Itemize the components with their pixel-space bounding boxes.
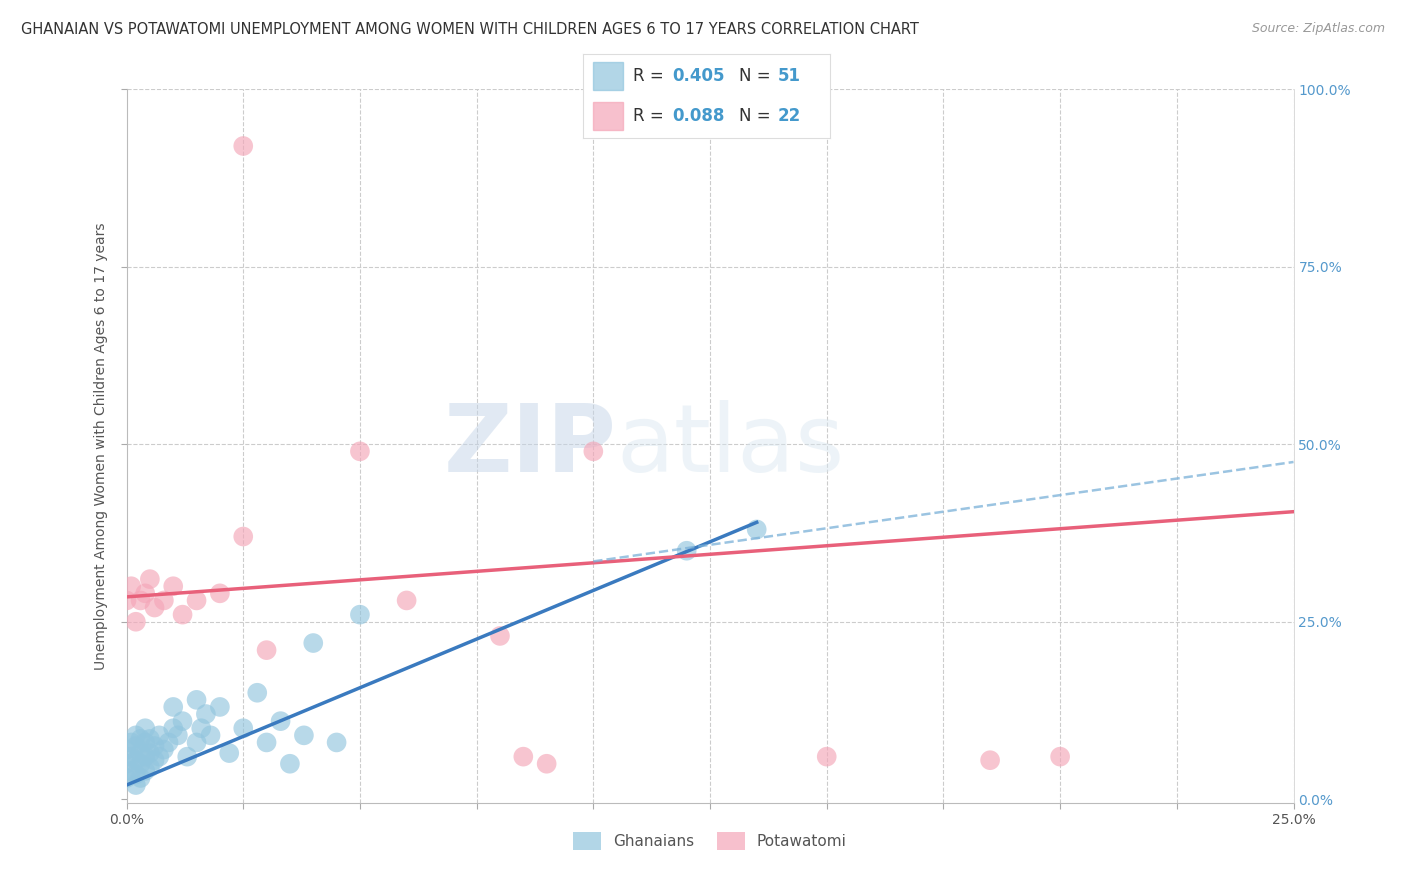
Point: [148, 749, 170, 764]
Legend: Ghanaians, Potawatomi: Ghanaians, Potawatomi: [567, 826, 853, 855]
Point: [302, 636, 325, 650]
Point: [139, 572, 162, 586]
Text: Source: ZipAtlas.com: Source: ZipAtlas.com: [1251, 22, 1385, 36]
Point: [162, 579, 184, 593]
Point: [134, 586, 156, 600]
Point: [172, 607, 194, 622]
Point: [129, 756, 152, 771]
Point: [167, 728, 190, 742]
Point: [582, 444, 605, 458]
Point: [139, 760, 162, 774]
Point: [186, 735, 208, 749]
Point: [125, 753, 148, 767]
Point: [200, 728, 222, 742]
Point: [115, 756, 138, 771]
Point: [139, 731, 162, 746]
Text: R =: R =: [633, 107, 669, 125]
Point: [162, 721, 184, 735]
Text: 0.088: 0.088: [672, 107, 724, 125]
Point: [125, 767, 148, 781]
Point: [125, 615, 148, 629]
Point: [129, 771, 152, 785]
Text: ZIP: ZIP: [444, 400, 617, 492]
Point: [512, 749, 534, 764]
Point: [232, 529, 254, 543]
Point: [157, 735, 180, 749]
Point: [172, 714, 194, 728]
Point: [194, 706, 217, 721]
Point: [115, 771, 138, 785]
Point: [143, 753, 166, 767]
Point: [536, 756, 558, 771]
Point: [208, 700, 231, 714]
Bar: [593, 102, 623, 130]
Text: GHANAIAN VS POTAWATOMI UNEMPLOYMENT AMONG WOMEN WITH CHILDREN AGES 6 TO 17 YEARS: GHANAIAN VS POTAWATOMI UNEMPLOYMENT AMON…: [21, 22, 920, 37]
Point: [120, 579, 142, 593]
Point: [120, 749, 142, 764]
Point: [148, 728, 170, 742]
Point: [349, 444, 371, 458]
Point: [120, 735, 142, 749]
Point: [270, 714, 292, 728]
Point: [325, 735, 347, 749]
Point: [190, 721, 212, 735]
Point: [218, 746, 240, 760]
Point: [675, 543, 697, 558]
Point: [162, 700, 184, 714]
Point: [232, 721, 254, 735]
Text: N =: N =: [738, 107, 775, 125]
Point: [186, 693, 208, 707]
Point: [153, 742, 176, 756]
Point: [1049, 749, 1071, 764]
Point: [208, 586, 231, 600]
Point: [278, 756, 301, 771]
Point: [143, 600, 166, 615]
Point: [256, 735, 278, 749]
Point: [395, 593, 418, 607]
Point: [153, 593, 176, 607]
Point: [232, 139, 254, 153]
Text: R =: R =: [633, 67, 669, 85]
Text: 51: 51: [778, 67, 801, 85]
Point: [256, 643, 278, 657]
Point: [143, 739, 166, 753]
Point: [139, 746, 162, 760]
Point: [186, 593, 208, 607]
Text: atlas: atlas: [617, 400, 845, 492]
Point: [129, 731, 152, 746]
Point: [246, 686, 269, 700]
Point: [134, 749, 156, 764]
Point: [134, 764, 156, 778]
Point: [115, 742, 138, 756]
Point: [115, 593, 138, 607]
Point: [489, 629, 512, 643]
Point: [134, 721, 156, 735]
Point: [129, 593, 152, 607]
Point: [349, 607, 371, 622]
Point: [176, 749, 198, 764]
Point: [120, 764, 142, 778]
Point: [745, 523, 768, 537]
Point: [134, 735, 156, 749]
Point: [125, 728, 148, 742]
Bar: [593, 62, 623, 90]
Point: [815, 749, 838, 764]
Text: 22: 22: [778, 107, 801, 125]
Text: 0.405: 0.405: [672, 67, 724, 85]
Y-axis label: Unemployment Among Women with Children Ages 6 to 17 years: Unemployment Among Women with Children A…: [94, 222, 108, 670]
Point: [125, 739, 148, 753]
Point: [125, 778, 148, 792]
Point: [292, 728, 315, 742]
Point: [129, 746, 152, 760]
Text: N =: N =: [738, 67, 775, 85]
Point: [979, 753, 1001, 767]
